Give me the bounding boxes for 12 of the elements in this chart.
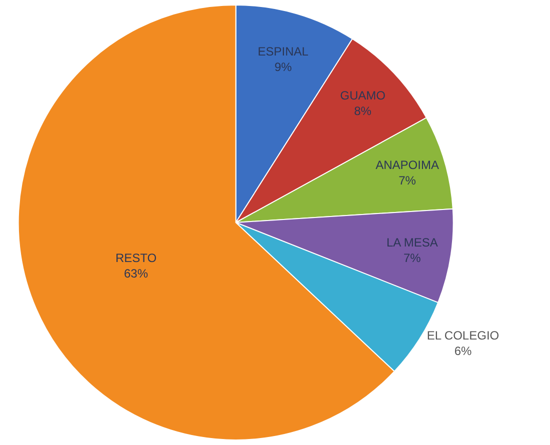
slice-label: ESPINAL (258, 44, 309, 58)
data-label: 7% (404, 251, 422, 266)
slice-label: GUAMO (340, 88, 386, 102)
slice-label: RESTO (115, 250, 157, 265)
slice-label: EL COLEGIO (426, 328, 500, 342)
slice-label: ANAPOIMA (376, 158, 439, 172)
data-label: 8% (354, 104, 372, 118)
slice-label: LA MESA (386, 236, 438, 250)
data-label: 7% (398, 173, 416, 188)
data-label: 6% (454, 344, 472, 358)
data-label: 9% (274, 60, 292, 74)
data-label: 63% (124, 266, 148, 280)
